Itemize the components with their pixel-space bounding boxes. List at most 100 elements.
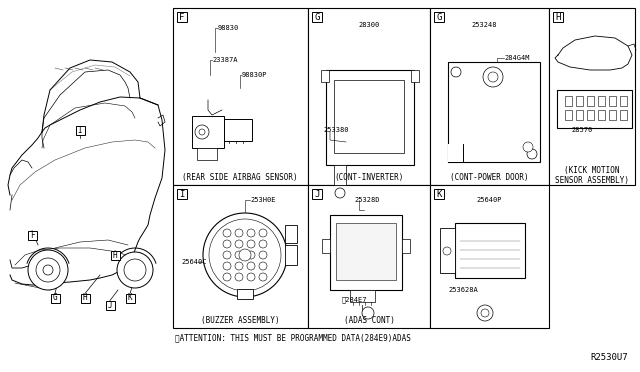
Circle shape (223, 229, 231, 237)
Bar (81, 294, 90, 302)
Circle shape (223, 251, 231, 259)
Text: G: G (314, 13, 320, 22)
Circle shape (259, 229, 267, 237)
Circle shape (36, 258, 60, 282)
Circle shape (28, 250, 68, 290)
Text: J: J (108, 301, 112, 310)
Circle shape (239, 249, 251, 261)
Bar (177, 12, 187, 22)
Bar (430, 8, 549, 185)
Circle shape (362, 307, 374, 319)
Circle shape (527, 149, 537, 159)
Text: H: H (83, 294, 87, 302)
Text: 98830: 98830 (218, 25, 239, 31)
Circle shape (199, 129, 205, 135)
Text: 25328D: 25328D (354, 197, 380, 203)
Circle shape (247, 262, 255, 270)
Text: 284G4M: 284G4M (504, 55, 529, 61)
Circle shape (209, 219, 281, 291)
Bar (576, 96, 583, 106)
Text: (BUZZER ASSEMBLY): (BUZZER ASSEMBLY) (201, 315, 279, 324)
Text: I: I (179, 189, 185, 199)
Bar (312, 12, 322, 22)
Bar (51, 294, 60, 302)
Bar (237, 289, 253, 299)
Circle shape (195, 125, 209, 139)
Text: K: K (436, 189, 442, 199)
Bar (565, 110, 572, 120)
Bar (336, 223, 396, 280)
Circle shape (235, 240, 243, 248)
Bar (285, 245, 297, 265)
Circle shape (481, 309, 489, 317)
Text: 28570: 28570 (572, 127, 593, 133)
Circle shape (223, 240, 231, 248)
Text: F: F (179, 13, 185, 22)
Circle shape (335, 188, 345, 198)
Bar (609, 96, 616, 106)
Bar (308, 8, 430, 185)
Bar (565, 96, 572, 106)
Text: H: H (556, 13, 561, 22)
Text: ※284E7: ※284E7 (341, 297, 367, 303)
Bar (448, 144, 463, 162)
Bar (312, 189, 322, 199)
Bar (308, 185, 430, 328)
Circle shape (235, 262, 243, 270)
Circle shape (235, 229, 243, 237)
Bar (587, 96, 594, 106)
Circle shape (259, 251, 267, 259)
Bar (321, 70, 329, 82)
Bar (598, 110, 605, 120)
Circle shape (223, 273, 231, 281)
Bar (111, 250, 120, 260)
Bar (322, 239, 330, 253)
Text: H: H (113, 250, 117, 260)
Circle shape (247, 273, 255, 281)
Bar (455, 223, 525, 278)
Bar (620, 96, 627, 106)
Text: K: K (128, 294, 132, 302)
Text: SENSOR ASSEMBLY): SENSOR ASSEMBLY) (555, 176, 629, 185)
Text: ※ATTENTION: THIS MUST BE PROGRAMMED DATA(284E9)ADAS: ※ATTENTION: THIS MUST BE PROGRAMMED DATA… (175, 334, 411, 343)
Text: (REAR SIDE AIRBAG SENSOR): (REAR SIDE AIRBAG SENSOR) (182, 173, 298, 182)
Text: J: J (314, 189, 320, 199)
Circle shape (43, 265, 53, 275)
Bar (411, 70, 419, 82)
Circle shape (203, 213, 287, 297)
Bar (598, 96, 605, 106)
Text: F: F (29, 231, 35, 240)
Bar (192, 116, 224, 148)
Bar (334, 165, 346, 185)
Bar (434, 12, 444, 22)
Bar (173, 8, 308, 185)
Bar (177, 189, 187, 199)
Circle shape (247, 251, 255, 259)
Circle shape (523, 142, 533, 152)
Bar (173, 185, 308, 328)
Bar (553, 12, 563, 22)
Text: (KICK MOTION: (KICK MOTION (564, 166, 620, 174)
Bar (224, 119, 252, 141)
Circle shape (247, 229, 255, 237)
Circle shape (451, 67, 461, 77)
Circle shape (477, 305, 493, 321)
Bar (197, 148, 217, 160)
Bar (326, 70, 414, 165)
Bar (28, 231, 36, 240)
Circle shape (483, 67, 503, 87)
Bar (620, 110, 627, 120)
Circle shape (259, 273, 267, 281)
Circle shape (223, 262, 231, 270)
Bar (434, 189, 444, 199)
Circle shape (443, 247, 451, 255)
Bar (402, 239, 410, 253)
Text: 23387A: 23387A (212, 57, 237, 63)
Bar (549, 8, 635, 185)
Bar (609, 110, 616, 120)
Bar (285, 225, 297, 243)
Bar (334, 80, 404, 153)
Bar (576, 110, 583, 120)
Text: G: G (436, 13, 442, 22)
Bar (557, 90, 632, 128)
